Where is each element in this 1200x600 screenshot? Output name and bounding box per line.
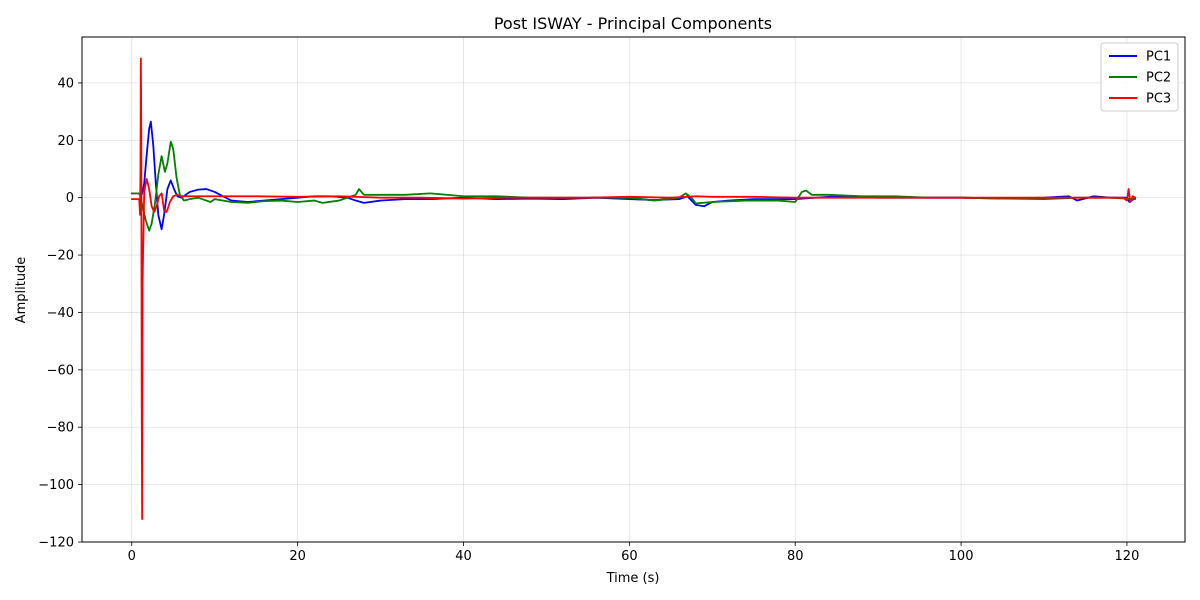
x-tick-label: 80 [787, 549, 804, 564]
y-tick-label: −80 [47, 421, 74, 436]
x-tick-label: 120 [1115, 549, 1140, 564]
x-tick-label: 40 [455, 549, 472, 564]
x-tick-label: 0 [128, 549, 136, 564]
x-tick-label: 60 [621, 549, 638, 564]
y-tick-label: −20 [47, 249, 74, 264]
x-tick-label: 20 [289, 549, 306, 564]
plot-area-frame [81, 36, 1186, 543]
legend-label-pc1: PC1 [1146, 50, 1171, 65]
x-tick-label: 100 [949, 549, 974, 564]
y-tick-label: 0 [66, 191, 74, 206]
y-tick-label: 20 [57, 134, 74, 149]
legend-box [1100, 42, 1179, 112]
legend-label-pc3: PC3 [1146, 92, 1171, 107]
chart-title: Post ISWAY - Principal Components [494, 14, 772, 33]
y-tick-label: −100 [38, 478, 74, 493]
x-axis-label: Time (s) [606, 571, 660, 586]
x-axis-ticks: 0 20 40 60 80 100 120 [128, 542, 1140, 564]
legend-label-pc2: PC2 [1146, 71, 1171, 86]
y-axis-ticks: −120 −100 −80 −60 −40 −20 0 20 40 [38, 76, 82, 551]
series-line-pc3 [130, 57, 1137, 520]
series-lines [130, 57, 1137, 520]
y-axis-label: Amplitude [14, 257, 29, 324]
y-tick-label: 40 [57, 76, 74, 91]
series-line-pc2 [130, 140, 1137, 232]
legend: PC1 PC2 PC3 [1100, 42, 1179, 112]
y-tick-label: −60 [47, 363, 74, 378]
y-tick-label: −120 [38, 536, 74, 551]
y-tick-label: −40 [47, 306, 74, 321]
